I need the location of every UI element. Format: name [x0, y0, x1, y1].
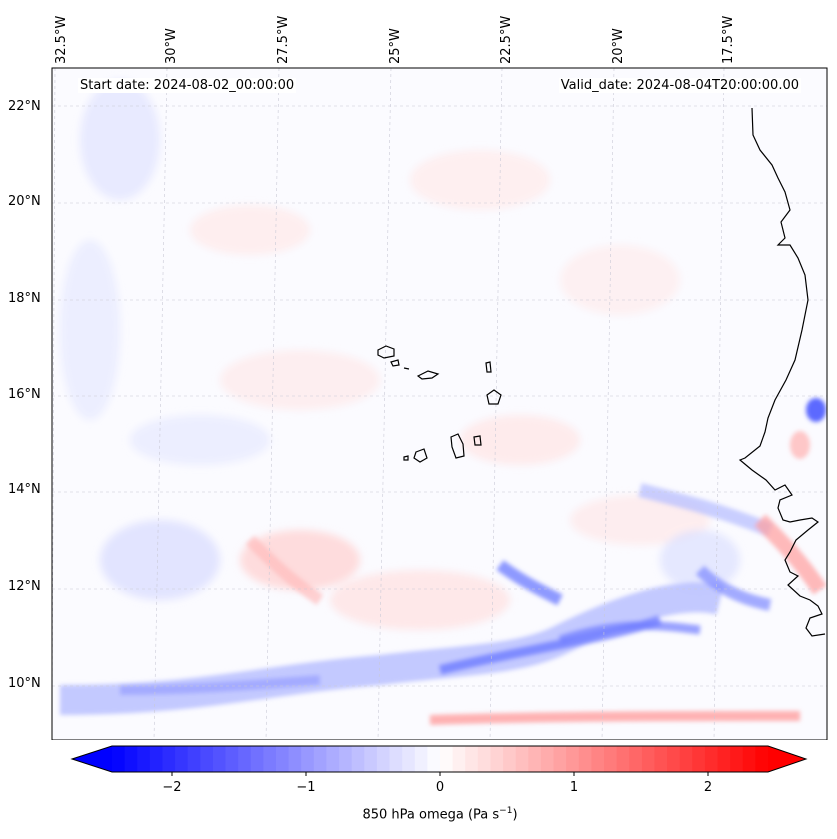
colorbar-steps: [112, 746, 769, 772]
colorbar-step: [465, 746, 479, 772]
colorbar-step: [641, 746, 655, 772]
colorbar-title-sup: −1: [499, 806, 513, 816]
colorbar-tick-1: 1: [569, 780, 579, 795]
lat-label-20n: 20°N: [8, 194, 41, 209]
colorbar-step: [414, 746, 428, 772]
colorbar-step: [654, 746, 668, 772]
map-frame: [51, 67, 828, 740]
colorbar-step: [339, 746, 353, 772]
colorbar-step: [515, 746, 529, 772]
colorbar-step: [288, 746, 302, 772]
colorbar-tick-neg1: −1: [296, 780, 316, 795]
lat-label-14n: 14°N: [8, 482, 41, 497]
valid-date-label: Valid_date: 2024-08-04T20:00:00.00: [558, 78, 801, 93]
colorbar-title-end: ): [512, 807, 518, 823]
colorbar-step: [263, 746, 277, 772]
start-date-label: Start date: 2024-08-02_00:00:00: [78, 78, 297, 93]
island-santa-luzia: [403, 367, 410, 370]
colorbar-ticks: [171, 772, 709, 776]
colorbar-tick-2: 2: [703, 780, 713, 795]
island-maio: [473, 435, 482, 446]
lat-label-18n: 18°N: [8, 291, 41, 306]
colorbar-step: [490, 746, 504, 772]
colorbar-step: [112, 746, 126, 772]
colorbar-tick-neg2: −2: [162, 780, 182, 795]
colorbar-step: [604, 746, 618, 772]
colorbar-step: [175, 746, 189, 772]
colorbar-title: 850 hPa omega (Pa s−1): [362, 806, 517, 822]
cape-verde-islands: [377, 345, 502, 463]
island-sal: [485, 361, 492, 373]
colorbar-step: [250, 746, 264, 772]
colorbar-step: [566, 746, 580, 772]
colorbar-step: [212, 746, 227, 772]
lat-label-22n: 22°N: [8, 99, 41, 114]
colorbar-step: [616, 746, 630, 772]
colorbar-step: [351, 746, 365, 772]
map-panel: [51, 67, 828, 740]
lat-label-16n: 16°N: [8, 387, 41, 402]
island-fogo: [413, 448, 428, 463]
colorbar-step: [578, 746, 592, 772]
island-sao-nicolau: [416, 370, 440, 380]
west-africa-coastline: [738, 107, 826, 637]
lat-label-10n: 10°N: [8, 676, 41, 691]
colorbar-step: [704, 746, 719, 772]
colorbar-outline: [70, 745, 808, 773]
colorbar-step: [742, 746, 756, 772]
colorbar-step: [452, 746, 466, 772]
island-boa-vista: [486, 389, 502, 405]
colorbar-step: [238, 746, 252, 772]
colorbar-step: [667, 746, 681, 772]
lat-label-12n: 12°N: [8, 579, 41, 594]
colorbar-step: [679, 746, 693, 772]
colorbar-step: [402, 746, 416, 772]
colorbar-step: [629, 746, 643, 772]
colorbar-step: [162, 746, 176, 772]
colorbar-title-main: 850 hPa omega (Pa s: [362, 807, 500, 823]
colorbar-step: [730, 746, 744, 772]
colorbar-step: [225, 746, 239, 772]
colorbar-step: [692, 746, 706, 772]
colorbar-step: [200, 746, 214, 772]
island-brava: [403, 455, 409, 461]
colorbar-step: [389, 746, 403, 772]
island-sao-vicente: [390, 359, 400, 367]
island-santo-antao: [377, 345, 395, 359]
colorbar-step: [540, 746, 555, 772]
omega-field-patches: [60, 80, 740, 630]
colorbar-step: [440, 746, 454, 772]
colorbar-step: [326, 746, 340, 772]
colorbar-step: [755, 746, 769, 772]
colorbar-step: [427, 746, 441, 772]
colorbar-step: [137, 746, 151, 772]
colorbar-step: [364, 746, 378, 772]
colorbar-step: [503, 746, 517, 772]
colorbar-step: [276, 746, 290, 772]
colorbar-step: [477, 746, 491, 772]
colorbar-step: [376, 746, 391, 772]
colorbar-step: [301, 746, 315, 772]
colorbar-min-arrow: [72, 746, 112, 772]
colorbar-step: [553, 746, 567, 772]
colorbar-max-arrow: [768, 746, 806, 772]
colorbar-tick-0: 0: [435, 780, 445, 795]
colorbar-step: [591, 746, 605, 772]
island-santiago: [450, 433, 465, 459]
colorbar-step: [187, 746, 201, 772]
colorbar-step: [528, 746, 542, 772]
colorbar-step: [717, 746, 731, 772]
colorbar-step: [313, 746, 327, 772]
colorbar-step: [124, 746, 138, 772]
colorbar-step: [149, 746, 163, 772]
